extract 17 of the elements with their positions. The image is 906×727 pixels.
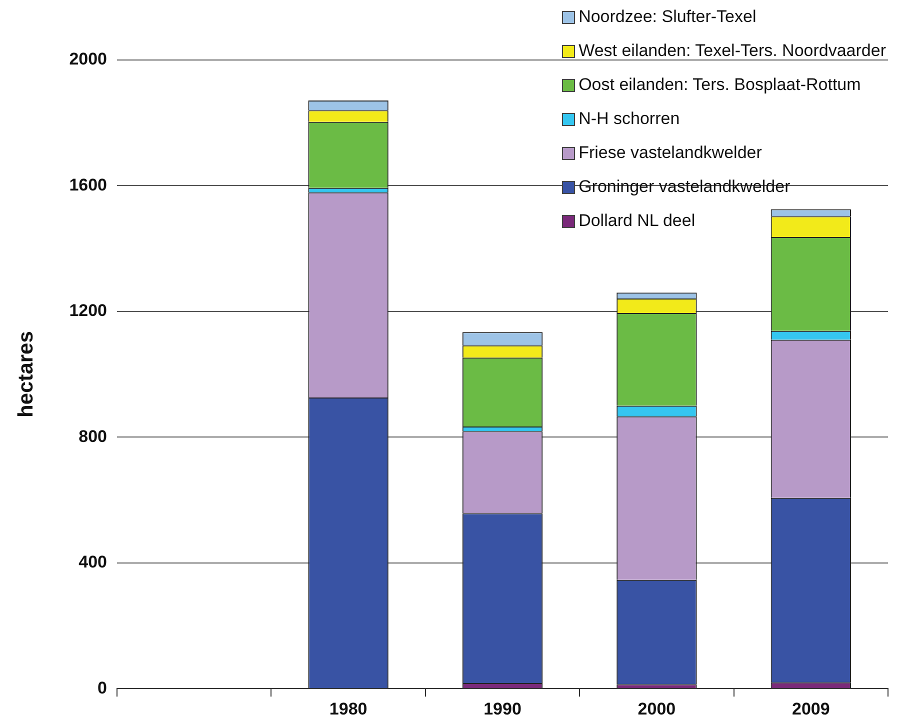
- x-tick-label: 1980: [329, 699, 368, 718]
- legend-label: West eilanden: Texel-Ters. Noordvaarder: [578, 41, 886, 61]
- x-tick-label: 2000: [638, 699, 676, 718]
- legend-label: Dollard NL deel: [578, 211, 696, 231]
- y-axis-title: hectares: [14, 331, 38, 418]
- x-tick-label: 1990: [484, 699, 522, 718]
- legend-label: Oost eilanden: Ters. Bosplaat-Rottum: [578, 75, 861, 95]
- legend-label: N-H schorren: [578, 109, 680, 129]
- legend-label: Friese vastelandkwelder: [578, 143, 762, 163]
- y-tick-label: 400: [78, 552, 108, 572]
- y-tick-label: 2000: [69, 50, 108, 69]
- x-tick-label: 2009: [792, 699, 830, 718]
- legend-label: Noordzee: Slufter-Texel: [578, 7, 756, 27]
- y-tick-label: 1600: [69, 175, 108, 194]
- y-tick-label: 0: [98, 678, 108, 698]
- y-tick-label: 1200: [69, 301, 108, 320]
- y-tick-label: 800: [78, 426, 108, 446]
